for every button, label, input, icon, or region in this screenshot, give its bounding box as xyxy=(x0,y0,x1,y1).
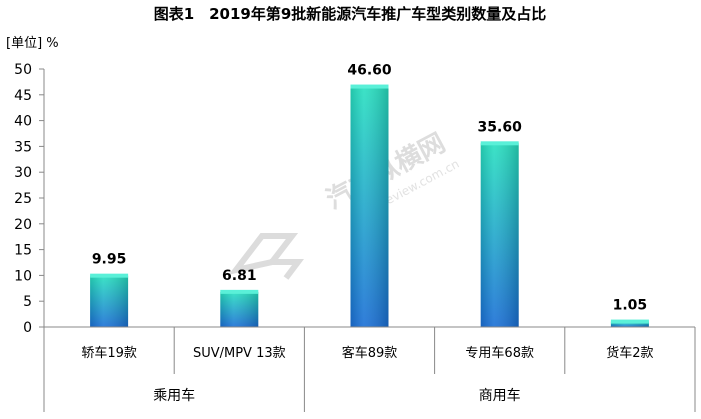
y-tick-label: 40 xyxy=(14,114,32,130)
data-label: 1.05 xyxy=(613,298,648,314)
y-tick-label: 25 xyxy=(14,191,32,207)
data-label: 9.95 xyxy=(92,252,127,268)
x-tick-label: 客车89款 xyxy=(342,345,398,361)
watermark-logo-icon xyxy=(228,233,304,280)
y-tick-label: 45 xyxy=(14,88,32,104)
bar-shade xyxy=(610,321,649,327)
y-tick-label: 50 xyxy=(14,62,32,78)
watermark: 汽车纵横网 autoreview.com.cn xyxy=(321,127,461,222)
bar-cap xyxy=(220,289,259,294)
unit-label: [单位] % xyxy=(6,36,59,51)
x-tick-label: 轿车19款 xyxy=(81,345,137,361)
bar-cap xyxy=(610,319,649,324)
y-tick-label: 5 xyxy=(23,294,32,310)
bar-cap xyxy=(480,141,519,146)
data-label: 6.81 xyxy=(222,268,257,284)
data-label: 46.60 xyxy=(347,63,392,79)
chart-title: 图表1 2019年第9批新能源汽车推广车型类别数量及占比 xyxy=(154,5,547,23)
bar-shade xyxy=(480,143,519,327)
bar-cap xyxy=(350,84,389,89)
y-tick-label: 0 xyxy=(23,320,32,336)
bar-shade xyxy=(90,275,129,327)
y-tick-label: 15 xyxy=(14,243,32,259)
y-tick-label: 20 xyxy=(14,217,32,233)
bar-shade xyxy=(220,291,259,327)
bars: 9.95 6.81 46.60 35.60 1.05 xyxy=(90,63,649,327)
y-tick-label: 30 xyxy=(14,165,32,181)
y-tick-label: 10 xyxy=(14,268,32,284)
x-tick-label: SUV/MPV 13款 xyxy=(193,346,286,361)
y-axis: 0 5 10 15 20 25 30 35 40 45 50 xyxy=(14,62,45,336)
group-label: 乘用车 xyxy=(153,387,195,404)
bar-shade xyxy=(350,86,389,327)
data-label: 35.60 xyxy=(478,119,523,135)
y-tick-label: 35 xyxy=(14,139,32,155)
x-tick-label: 货车2款 xyxy=(606,345,653,361)
x-tick-label: 专用车68款 xyxy=(465,345,534,361)
bar-cap xyxy=(90,273,129,278)
group-label: 商用车 xyxy=(479,387,521,404)
